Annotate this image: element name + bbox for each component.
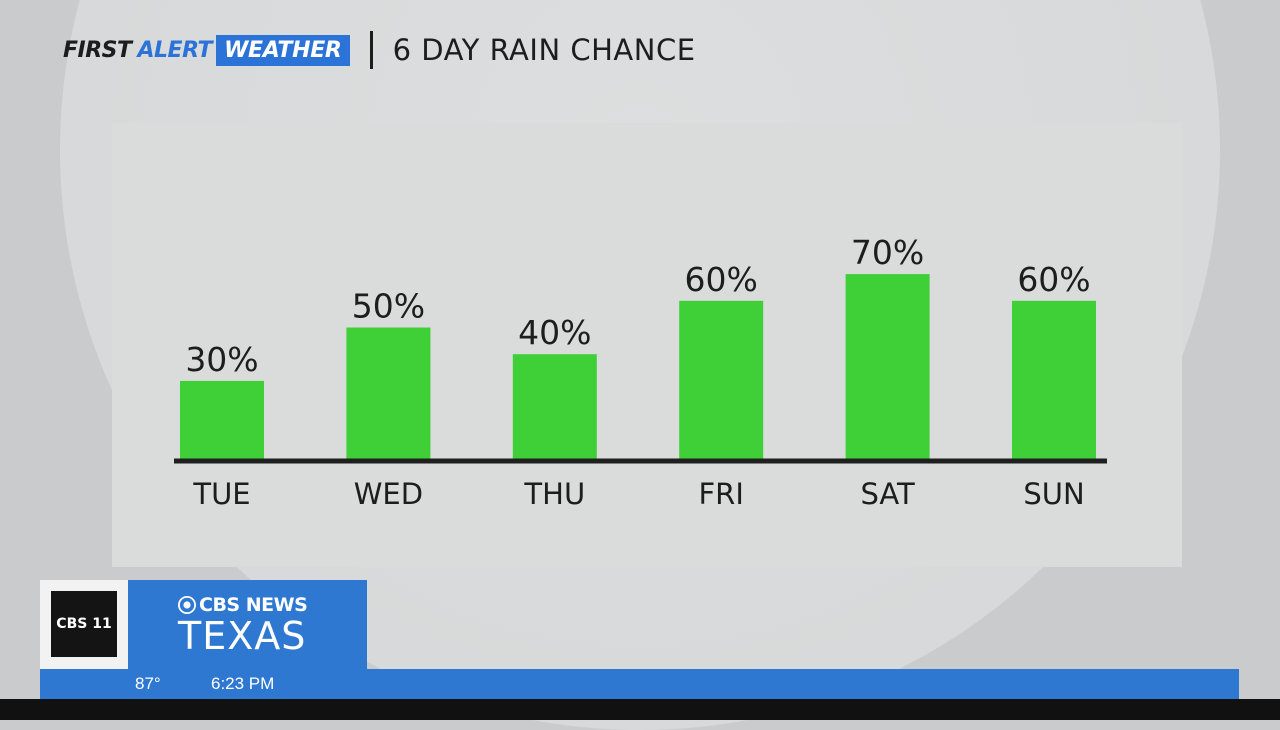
- station-logo: CBS 11: [40, 580, 128, 669]
- ticker-time: 6:23 PM: [211, 674, 275, 693]
- brand-alert: ALERT: [137, 37, 213, 63]
- bottom-strip: [0, 699, 1280, 720]
- value-label-wed: 50%: [352, 287, 425, 326]
- header: FIRST ALERT WEATHER 6 DAY RAIN CHANCE: [63, 28, 696, 72]
- value-label-tue: 30%: [185, 340, 258, 379]
- header-divider: [369, 31, 373, 69]
- bar-fri: [679, 300, 764, 461]
- tick-label-sun: SUN: [1023, 477, 1084, 511]
- value-label-sat: 70%: [851, 233, 924, 272]
- tick-label-fri: FRI: [699, 477, 744, 511]
- cbs-eye-icon: [178, 596, 196, 614]
- tick-label-thu: THU: [523, 477, 585, 511]
- value-label-thu: 40%: [518, 313, 591, 352]
- brand-weather: WEATHER: [216, 34, 350, 66]
- bar-thu: [512, 354, 597, 461]
- bar-wed: [346, 327, 431, 461]
- network-bottom-text: TEXAS: [178, 614, 307, 658]
- brand-first: FIRST: [63, 37, 132, 63]
- cbs11-logo-icon: CBS 11: [51, 591, 117, 657]
- ticker-temperature: 87°: [135, 674, 161, 693]
- tick-label-sat: SAT: [860, 477, 915, 511]
- ticker-bar: 87° 6:23 PM: [40, 669, 1239, 699]
- value-label-fri: 60%: [685, 260, 758, 299]
- network-branding: CBS NEWS TEXAS: [128, 580, 367, 669]
- tick-label-tue: TUE: [192, 477, 250, 511]
- network-top: CBS NEWS: [178, 594, 308, 616]
- bar-tue: [180, 380, 264, 461]
- chart-panel: 30% TUE 50% WED 40% THU 60% FRI 70% SAT 60% SUN: [112, 123, 1182, 567]
- chart-title: 6 DAY RAIN CHANCE: [392, 33, 696, 67]
- bar-sun: [1012, 300, 1096, 461]
- network-top-text: CBS NEWS: [199, 594, 308, 616]
- tick-label-wed: WED: [354, 477, 423, 511]
- rain-chance-chart: 30% TUE 50% WED 40% THU 60% FRI 70% SAT 60% SUN: [174, 233, 1107, 511]
- value-label-sun: 60%: [1017, 260, 1090, 299]
- station-logo-text: CBS 11: [56, 616, 112, 632]
- bar-sat: [845, 274, 930, 461]
